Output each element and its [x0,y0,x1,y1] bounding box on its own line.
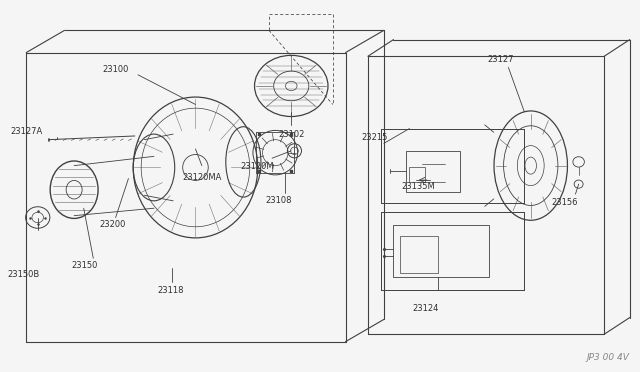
Text: 23127: 23127 [487,55,514,64]
Text: 23215: 23215 [362,133,388,142]
Text: 23102: 23102 [278,129,305,139]
Text: 23118: 23118 [157,286,184,295]
Text: 23150: 23150 [71,261,97,270]
Text: 23200: 23200 [100,221,126,230]
Text: JP3 00 4V: JP3 00 4V [587,353,630,362]
Text: 23150B: 23150B [7,270,39,279]
Text: 23120MA: 23120MA [182,173,222,182]
Text: 23120M: 23120M [240,162,274,171]
Text: 23100: 23100 [103,65,129,74]
Text: 23124: 23124 [413,304,439,313]
Text: 23156: 23156 [551,198,578,207]
Text: 23127A: 23127A [10,126,42,136]
Text: 23135M: 23135M [402,182,435,190]
Text: 23108: 23108 [266,196,292,205]
